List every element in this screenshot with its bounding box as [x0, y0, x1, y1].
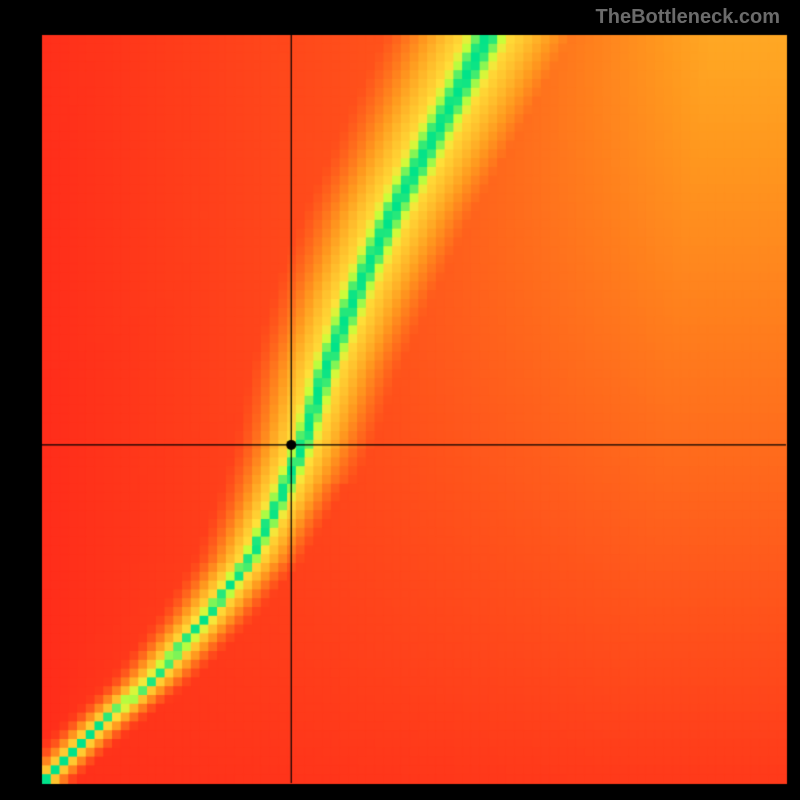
- bottleneck-heatmap-canvas: [0, 0, 800, 800]
- watermark-text: TheBottleneck.com: [596, 6, 780, 29]
- heatmap-container: TheBottleneck.com: [0, 0, 800, 800]
